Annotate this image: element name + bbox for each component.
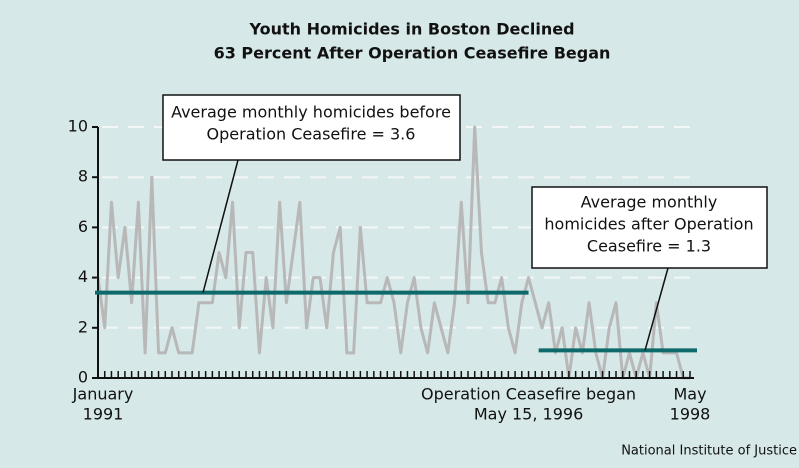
- y-tick-label: 8: [78, 167, 88, 186]
- chart-title: 63 Percent After Operation Ceasefire Beg…: [214, 44, 611, 63]
- annotation-pointer: [644, 267, 669, 351]
- source: National Institute of Justice: [621, 444, 797, 459]
- y-tick-label: 10: [68, 117, 88, 136]
- annotation-pointer: [202, 159, 239, 293]
- x-tick-label: May 15, 1996: [474, 405, 583, 424]
- annotation-box: [531, 186, 768, 269]
- x-tick-label: January: [72, 385, 134, 404]
- annotation-text: homicides after Operation: [544, 215, 753, 234]
- data-line: [96, 125, 690, 380]
- x-tick-label: 1998: [670, 405, 711, 424]
- annotation-text: Operation Ceasefire = 3.6: [207, 125, 416, 144]
- x-tick-label: Operation Ceasefire began: [421, 385, 636, 404]
- annotation-box: [162, 94, 461, 161]
- annotation-text: Average monthly homicides before: [171, 103, 451, 122]
- y-tick-label: 2: [78, 317, 88, 336]
- annotation-text: Ceasefire = 1.3: [587, 237, 711, 256]
- y-tick-label: 6: [78, 217, 88, 236]
- x-tick-label: May: [673, 385, 706, 404]
- x-tick-label: 1991: [83, 405, 124, 424]
- y-tick-label: 0: [78, 368, 88, 387]
- chart-title: Youth Homicides in Boston Declined: [248, 20, 574, 39]
- y-tick-label: 4: [78, 267, 88, 286]
- annotation-text: Average monthly: [581, 193, 718, 212]
